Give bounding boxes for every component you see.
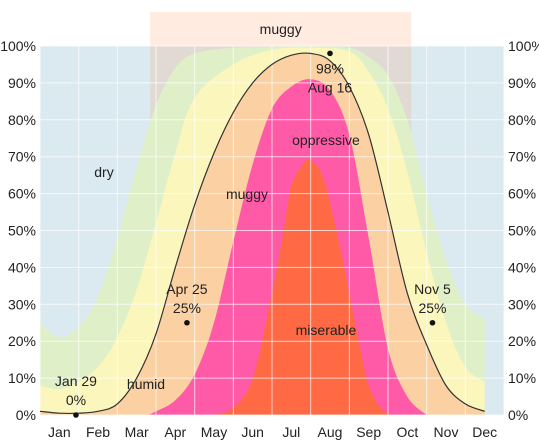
y-tick-label-right: 70% [508, 149, 536, 165]
x-tick-label: Mar [125, 424, 149, 440]
annotation-marker [73, 412, 79, 418]
x-axis: Jan Feb Mar Apr May Jun Jul Aug Sep Oct Nov Dec [48, 424, 497, 440]
y-tick-label-right: 20% [508, 333, 536, 349]
y-tick-label-left: 80% [8, 112, 36, 128]
y-tick-label-left: 60% [8, 186, 36, 202]
x-tick-label: Dec [472, 424, 497, 440]
y-tick-label-left: 50% [8, 223, 36, 239]
annotation-value: 25% [418, 300, 446, 316]
x-tick-label: Apr [164, 424, 186, 440]
y-tick-label-left: 0% [16, 407, 36, 423]
y-tick-label-right: 0% [508, 407, 528, 423]
y-tick-label-right: 30% [508, 296, 536, 312]
annotation-label: 98% [316, 60, 344, 76]
y-tick-label-left: 30% [8, 296, 36, 312]
x-tick-label: Oct [396, 424, 418, 440]
y-tick-label-right: 100% [508, 38, 539, 54]
annotation-marker [429, 319, 436, 326]
annotation-marker [184, 319, 190, 326]
y-tick-label-left: 20% [8, 333, 36, 349]
annotation-value: 0% [66, 392, 86, 408]
grid [39, 45, 505, 416]
annotation-label: Apr 25 [166, 281, 207, 297]
y-axis-right: 0% 10% 20% 30% 40% 50% 60% 70% 80% 90% 100% [508, 38, 539, 423]
y-tick-label-right: 60% [508, 186, 536, 202]
annotation-label: Nov 5 [414, 281, 451, 297]
muggy-or-worse-line [39, 52, 485, 415]
annotation-value: 25% [173, 300, 201, 316]
y-tick-label-right: 40% [508, 259, 536, 275]
y-tick-label-left: 100% [0, 38, 36, 54]
y-tick-label-left: 40% [8, 259, 36, 275]
y-axis-left: 0% 10% 20% 30% 40% 50% 60% 70% 80% 90% 100% [0, 38, 36, 423]
band-label-oppressive: oppressive [292, 132, 360, 148]
x-tick-label: Sep [356, 424, 381, 440]
summer-band-label: muggy [260, 21, 302, 37]
miserable-area [214, 159, 392, 415]
y-tick-label-right: 80% [508, 112, 536, 128]
band-label-humid: humid [127, 376, 165, 392]
annotations: Jan 29 0% Apr 25 25% 98% Aug 16 Nov 5 25% [55, 50, 451, 418]
x-tick-label: Feb [86, 424, 110, 440]
y-tick-label-left: 10% [8, 370, 36, 386]
annotation-marker [327, 50, 333, 57]
x-tick-label: Jan [48, 424, 71, 440]
band-label-dry: dry [94, 164, 113, 180]
x-tick-label: Jul [282, 424, 300, 440]
annotation-label: Jan 29 [55, 373, 97, 389]
x-tick-label: May [201, 424, 227, 440]
band-label-muggy: muggy [226, 186, 268, 202]
y-tick-label-left: 90% [8, 75, 36, 91]
band-label-miserable: miserable [296, 322, 357, 338]
y-tick-label-right: 10% [508, 370, 536, 386]
x-tick-label: Nov [434, 424, 459, 440]
x-tick-label: Jun [241, 424, 264, 440]
y-tick-label-left: 70% [8, 149, 36, 165]
x-tick-label: Aug [318, 424, 343, 440]
y-tick-label-right: 50% [508, 223, 536, 239]
annotation-value: Aug 16 [308, 79, 353, 95]
y-tick-label-right: 90% [508, 75, 536, 91]
